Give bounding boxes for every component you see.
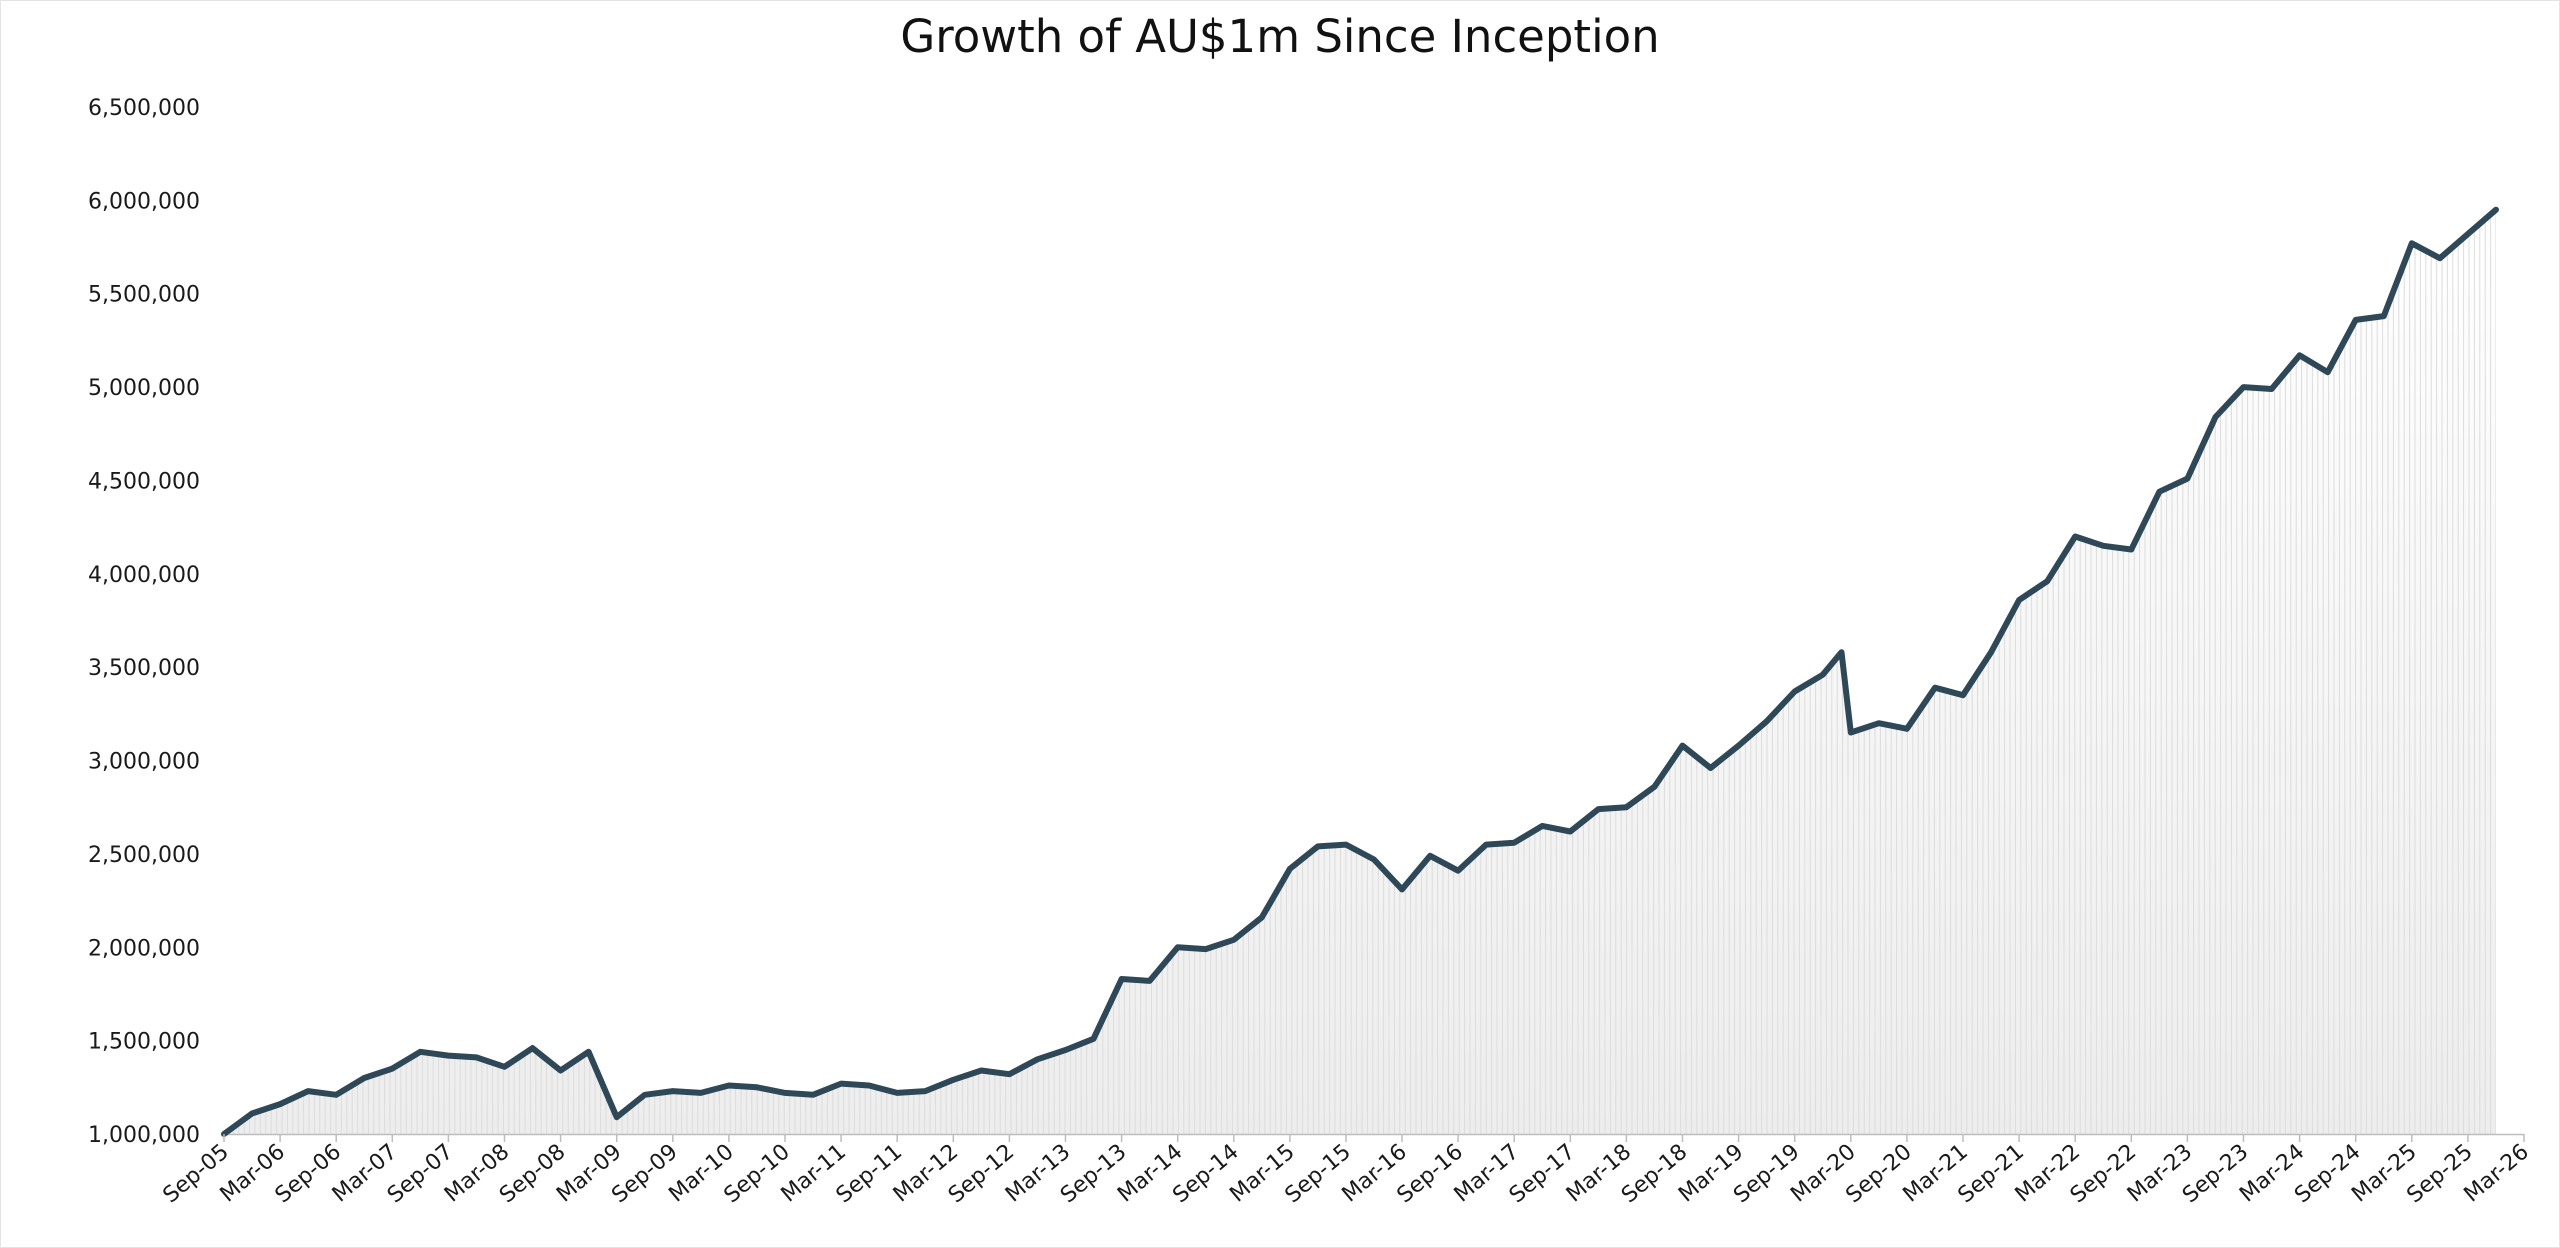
area-under-line bbox=[224, 209, 2496, 1134]
y-tick-label: 6,500,000 bbox=[88, 96, 200, 121]
y-tick-label: 5,500,000 bbox=[88, 283, 200, 308]
y-tick-label: 2,500,000 bbox=[88, 843, 200, 868]
y-tick-label: 4,500,000 bbox=[88, 470, 200, 495]
x-tick-label: Mar-26 bbox=[2460, 1139, 2534, 1207]
chart-title: Growth of AU$1m Since Inception bbox=[900, 10, 1660, 63]
y-tick-label: 1,000,000 bbox=[88, 1123, 200, 1148]
y-tick-label: 6,000,000 bbox=[88, 189, 200, 214]
y-tick-label: 1,500,000 bbox=[88, 1030, 200, 1055]
y-axis-ticks: 1,000,000 1,500,000 2,000,000 2,500,000 3,00… bbox=[88, 96, 200, 1148]
y-tick-label: 2,000,000 bbox=[88, 936, 200, 961]
y-tick-label: 3,000,000 bbox=[88, 750, 200, 775]
series-line bbox=[221, 206, 2499, 1137]
series-line-layer bbox=[221, 206, 2499, 1137]
x-axis-ticks: Sep-05Mar-06Sep-06Mar-07Sep-07Mar-08Sep-… bbox=[158, 1134, 2534, 1208]
y-tick-label: 3,500,000 bbox=[88, 656, 200, 681]
area-fill bbox=[224, 209, 2496, 1134]
y-tick-label: 5,000,000 bbox=[88, 376, 200, 401]
y-tick-label: 4,000,000 bbox=[88, 563, 200, 588]
